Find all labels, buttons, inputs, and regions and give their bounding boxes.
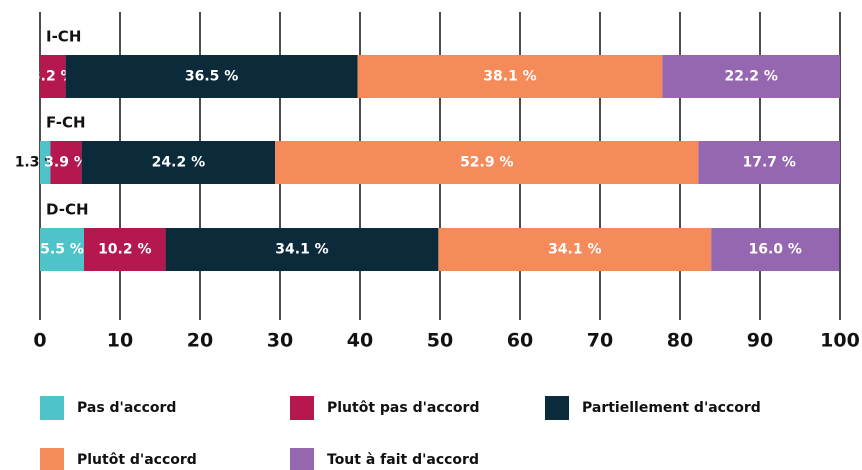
x-tick-label: 30 [267,330,293,352]
x-tick-label: 70 [587,330,613,352]
category-label: F-CH [46,114,86,132]
x-tick-label: 60 [507,330,533,352]
x-tick-label: 80 [667,330,693,352]
value-label: 3.2 % [31,69,75,85]
value-label: 24.2 % [152,155,205,171]
bar-segment [357,55,663,98]
legend-swatch [290,396,314,420]
legend-label: Tout à fait d'accord [327,452,479,468]
value-label: 34.1 % [275,242,328,258]
legend-label: Plutôt d'accord [77,452,197,468]
legend-swatch [40,448,64,470]
bar-segment [50,141,82,184]
value-label: 22.2 % [724,69,777,85]
legend-swatch [40,396,64,420]
x-tick-label: 40 [347,330,373,352]
value-label: 1.3 % [15,155,59,171]
bar-segment [275,141,699,184]
x-tick-label: 50 [427,330,453,352]
legend-swatch [290,448,314,470]
bar-segment [81,141,276,184]
bar-segment [84,228,166,271]
value-label: 52.9 % [460,155,513,171]
legend-swatch [545,396,569,420]
value-label: 17.7 % [742,155,795,171]
category-label: I-CH [46,28,81,46]
bar-segment [711,228,840,271]
bar-segment [698,141,840,184]
x-tick-label: 90 [747,330,773,352]
x-tick-label: 0 [33,330,46,352]
bar-segment [165,228,439,271]
bar-segment [438,228,712,271]
value-label: 10.2 % [98,242,151,258]
bar-segment [40,55,66,98]
x-tick-label: 100 [820,330,860,352]
value-label: 5.5 % [40,242,84,258]
bar-segment [65,55,358,98]
value-label: 16.0 % [748,242,801,258]
value-label: 3.9 % [44,155,88,171]
category-label: D-CH [46,201,89,219]
value-label: 38.1 % [483,69,536,85]
bar-segment [40,141,51,184]
x-tick-label: 10 [107,330,133,352]
legend-label: Pas d'accord [77,400,176,416]
bar-segment [40,228,84,271]
value-label: 34.1 % [548,242,601,258]
legend-label: Plutôt pas d'accord [327,400,479,416]
bar-segment [662,55,840,98]
x-tick-label: 20 [187,330,213,352]
value-label: 36.5 % [185,69,238,85]
legend-label: Partiellement d'accord [582,400,761,416]
